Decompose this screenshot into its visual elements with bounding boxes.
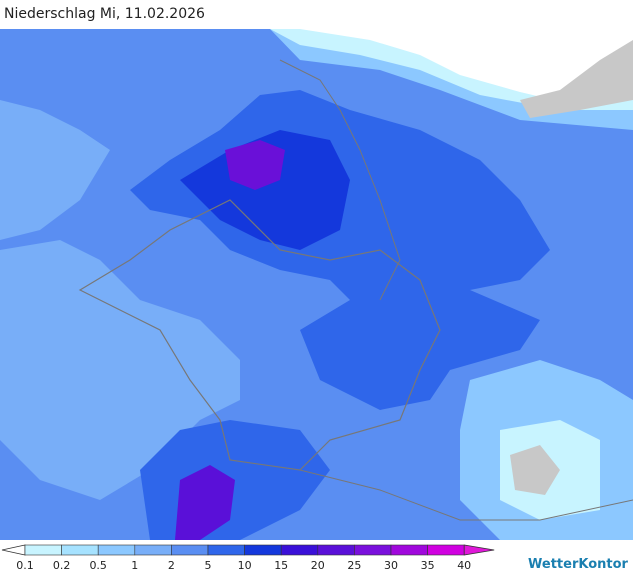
border [279, 59, 401, 301]
legend-over [463, 544, 495, 556]
heavy-area [225, 140, 285, 190]
legend-label: 0.1 [16, 559, 34, 572]
legend: 0.1 0.2 0.5 1 2 5 10 15 20 25 30 35 40 [1, 544, 495, 572]
legend-swatch [354, 544, 392, 556]
heavy-area [175, 465, 235, 540]
legend-label: 5 [205, 559, 212, 572]
legend-label: 30 [384, 559, 398, 572]
legend-swatch [427, 544, 465, 556]
precipitation-map [0, 29, 633, 540]
legend-label: 0.5 [89, 559, 107, 572]
light-area [0, 100, 110, 240]
legend-swatch [207, 544, 245, 556]
legend-label: 20 [311, 559, 325, 572]
legend-label: 2 [168, 559, 175, 572]
legend-swatch [61, 544, 99, 556]
legend-label: 1 [131, 559, 138, 572]
land [520, 40, 633, 118]
border [78, 199, 441, 471]
legend-label: 25 [347, 559, 361, 572]
legend-label: 40 [457, 559, 471, 572]
land [510, 445, 560, 495]
legend-swatch [390, 544, 428, 556]
map-title: Niederschlag Mi, 11.02.2026 [4, 6, 205, 22]
brand: WetterKontor [528, 557, 629, 572]
legend-swatch [280, 544, 319, 556]
heavy-area [180, 130, 350, 250]
legend-swatch [97, 544, 136, 556]
legend-swatch [317, 544, 355, 556]
legend-label: 35 [421, 559, 435, 572]
legend-label: 0.2 [53, 559, 71, 572]
legend-swatch [244, 544, 282, 556]
legend-label: 15 [274, 559, 288, 572]
legend-swatch [171, 544, 209, 556]
legend-label: 10 [238, 559, 252, 572]
border [299, 469, 633, 521]
legend-swatch [24, 544, 62, 556]
dry-area [300, 29, 633, 105]
legend-swatch [134, 544, 172, 556]
